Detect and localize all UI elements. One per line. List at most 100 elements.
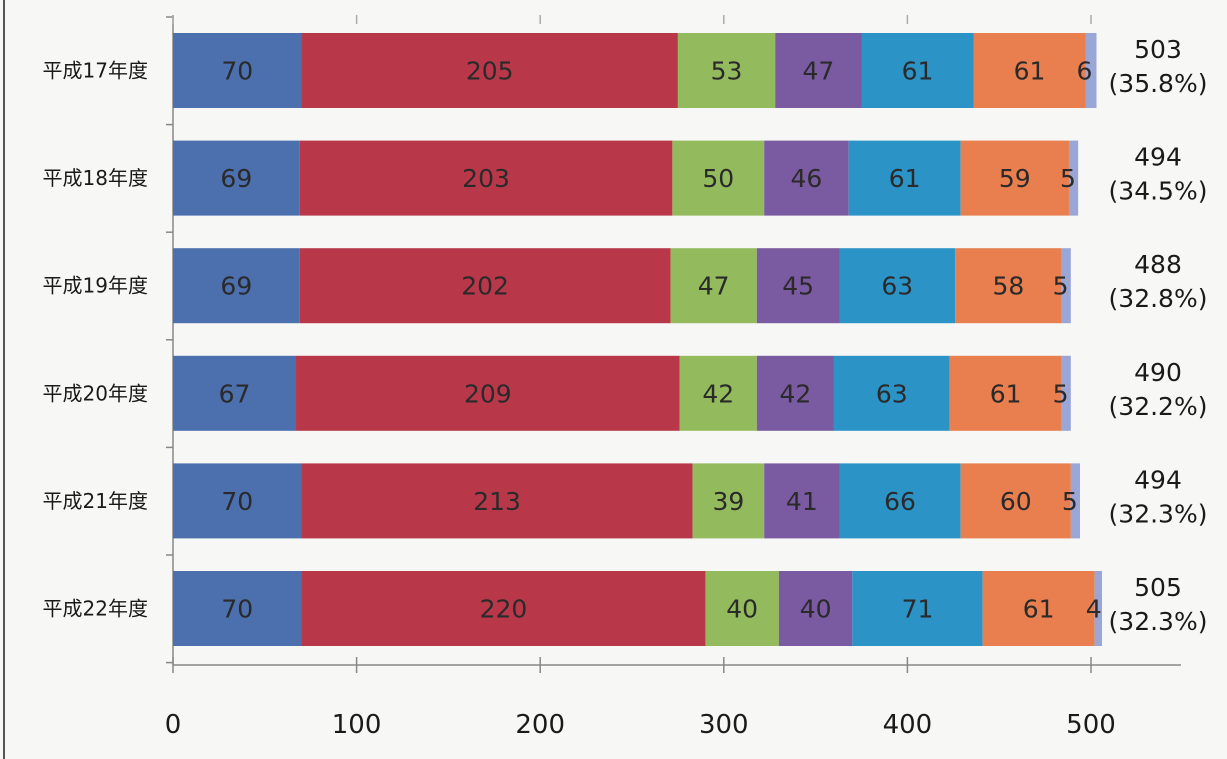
segment-value-label: 220 [480,595,528,624]
segment-value-label: 40 [726,595,758,624]
bar-segment [1094,571,1103,646]
segment-value-label: 209 [464,379,512,408]
bar-segment [775,33,862,108]
segment-value-label: 70 [221,57,253,86]
segment-value-label: 63 [881,272,913,301]
segment-value-label: 45 [782,272,814,301]
segment-value-label: 213 [473,487,521,516]
x-tick-label: 500 [1066,710,1116,740]
segment-value-label: 39 [712,487,744,516]
segment-value-label: 66 [884,487,916,516]
segment-value-label: 61 [1023,595,1055,624]
bar-segment [839,248,956,324]
segment-value-label: 41 [786,487,818,516]
bar-segment [973,33,1086,108]
segment-value-label: 5 [1053,379,1069,408]
bar-segment [1061,248,1071,324]
segment-value-label: 58 [992,272,1024,301]
segment-value-label: 70 [221,487,253,516]
category-label: 平成20年度 [43,381,148,405]
bar-segment [301,463,693,539]
total-value-label: 488 [1134,250,1182,279]
x-tick-label: 200 [515,710,565,740]
segment-value-label: 61 [990,379,1022,408]
bar-segment [833,355,950,431]
bar-segment [756,248,840,324]
total-percent-label: (32.3%) [1109,607,1208,636]
segment-value-label: 61 [889,164,921,193]
bar-segment [672,140,765,216]
bar-segment [173,463,302,539]
bar-segment [299,140,673,216]
bar-segment [173,140,300,216]
x-tick-label: 400 [883,710,933,740]
bar-segment [764,463,840,539]
segment-value-label: 6 [1077,57,1093,86]
segment-value-label: 61 [902,57,934,86]
segment-value-label: 50 [702,164,734,193]
bar-segment [677,33,776,108]
segment-value-label: 67 [219,379,251,408]
category-label: 平成22年度 [43,597,148,621]
segment-value-label: 69 [220,164,252,193]
total-value-label: 494 [1134,143,1182,172]
bar-segment [670,248,757,324]
category-label: 平成21年度 [43,489,148,513]
bar-segment [173,248,300,324]
segment-value-label: 40 [800,595,832,624]
bar-segment [301,571,706,646]
segment-value-label: 53 [711,57,743,86]
bar-segment [1085,33,1097,108]
segment-value-label: 205 [466,57,514,86]
segment-value-label: 5 [1060,164,1076,193]
segment-value-label: 63 [876,379,908,408]
x-tick-label: 300 [699,710,749,740]
bar-segment [778,571,853,646]
bar-segment [1068,140,1079,216]
total-percent-label: (32.2%) [1109,392,1208,421]
bar-segment [848,140,961,216]
segment-value-label: 70 [221,595,253,624]
total-percent-label: (32.3%) [1109,499,1208,528]
category-label: 平成18年度 [43,166,148,190]
bar-segment [173,571,302,646]
total-value-label: 494 [1134,465,1182,494]
bar-segment [852,571,983,646]
segment-value-label: 42 [702,379,734,408]
segment-value-label: 61 [1014,57,1046,86]
segment-value-label: 47 [802,57,834,86]
bar-segment [955,248,1062,324]
segment-value-label: 203 [462,164,510,193]
segment-value-label: 4 [1086,595,1102,624]
bar-segment [982,571,1095,646]
bar-segment [839,463,961,539]
total-percent-label: (34.5%) [1109,177,1208,206]
total-value-label: 503 [1134,35,1182,64]
bar-segment [960,140,1069,216]
segment-value-label: 60 [1000,487,1032,516]
bar-segment [861,33,974,108]
bar-segment [173,355,297,431]
segment-value-label: 5 [1062,487,1078,516]
bar-segment [299,248,671,324]
segment-value-label: 42 [779,379,811,408]
category-label: 平成19年度 [43,274,148,298]
segment-value-label: 69 [220,272,252,301]
x-tick-label: 0 [165,710,182,740]
bar-segment [960,463,1071,539]
bar-segment [1070,463,1080,539]
category-label: 平成17年度 [43,59,148,83]
total-value-label: 490 [1134,358,1182,387]
x-tick-label: 100 [332,710,382,740]
bar-segment [173,33,302,108]
bar-segment [705,571,779,646]
segment-value-label: 47 [698,272,730,301]
segment-value-label: 5 [1053,272,1069,301]
segment-value-label: 46 [791,164,823,193]
total-value-label: 505 [1134,573,1182,602]
bar-segment [1061,355,1071,431]
bar-segment [692,463,765,539]
bar-segment [949,355,1062,431]
